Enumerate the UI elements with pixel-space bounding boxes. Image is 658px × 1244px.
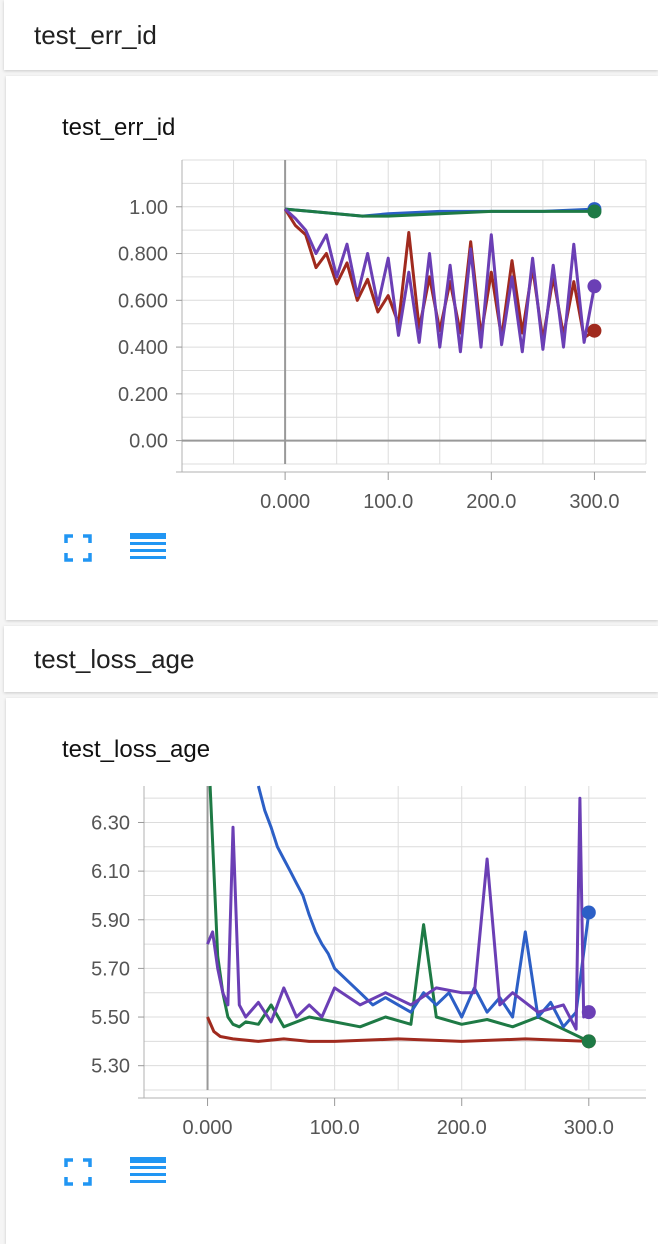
x-tick-label: 200.0 — [437, 1117, 487, 1138]
y-tick-label: 6.10 — [91, 861, 130, 883]
fit-domain-icon[interactable] — [64, 1158, 92, 1186]
y-tick-label: 0.00 — [129, 431, 168, 453]
chart-card-test-err-id: test_err_id 0.00 0.200 0.400 0.600 0.800 1.00… — [6, 76, 658, 620]
y-tick-label: 5.50 — [91, 1007, 130, 1029]
section-header-test-loss-age[interactable]: test_loss_age — [4, 626, 658, 692]
grid-lines — [143, 786, 646, 1091]
section-header-title: test_err_id — [34, 19, 157, 50]
series-line — [206, 1016, 589, 1043]
y-tick-label: 0.400 — [118, 337, 168, 359]
x-tick-label: 300.0 — [564, 1117, 614, 1138]
series-line — [208, 785, 590, 1043]
y-tick-label: 5.70 — [91, 958, 130, 980]
series-end-marker — [581, 1005, 596, 1020]
y-tick-label: 5.90 — [91, 910, 130, 932]
fit-domain-icon[interactable] — [64, 534, 92, 562]
y-tick-label: 0.200 — [118, 384, 168, 406]
x-tick-label: 0.000 — [183, 1117, 233, 1138]
x-tick-label: 100.0 — [363, 491, 413, 513]
toggle-data-table-icon[interactable] — [130, 532, 166, 564]
x-tick-label: 100.0 — [310, 1117, 360, 1138]
series-line — [284, 207, 595, 218]
section-header-test-err-id[interactable]: test_err_id — [4, 0, 658, 70]
chart-title: test_err_id — [62, 114, 176, 141]
x-tick-label: 300.0 — [569, 491, 619, 513]
series-end-marker — [587, 204, 602, 219]
chart-plot-test-err-id[interactable]: 0.00 0.200 0.400 0.600 0.800 1.00 0.000 100.0 20… — [6, 76, 658, 536]
x-tick-label: 200.0 — [466, 491, 516, 513]
series-end-marker — [587, 323, 602, 338]
y-tick-label: 5.30 — [91, 1056, 130, 1078]
series-line — [206, 796, 590, 1031]
chart-plot-test-loss-age[interactable]: 5.30 5.50 5.70 5.90 6.10 6.30 0.000 100.0 200.0 3… — [6, 698, 658, 1138]
chart-card-test-loss-age: test_loss_age 5.30 5.50 5.70 5.90 6.10 6.30 0.… — [6, 698, 658, 1244]
chart-title: test_loss_age — [62, 736, 211, 763]
toggle-data-table-icon[interactable] — [130, 1156, 166, 1188]
section-header-title: test_loss_age — [34, 643, 195, 674]
x-tick-label: 0.000 — [260, 491, 310, 513]
y-tick-label: 1.00 — [129, 197, 168, 219]
series-line — [256, 785, 591, 1029]
series-end-marker — [587, 279, 602, 294]
y-tick-label: 0.800 — [118, 244, 168, 266]
y-tick-label: 6.30 — [91, 812, 130, 834]
y-tick-label: 0.600 — [118, 290, 168, 312]
series-end-marker — [581, 905, 596, 920]
series-end-marker — [581, 1034, 596, 1049]
series-line — [284, 207, 596, 354]
